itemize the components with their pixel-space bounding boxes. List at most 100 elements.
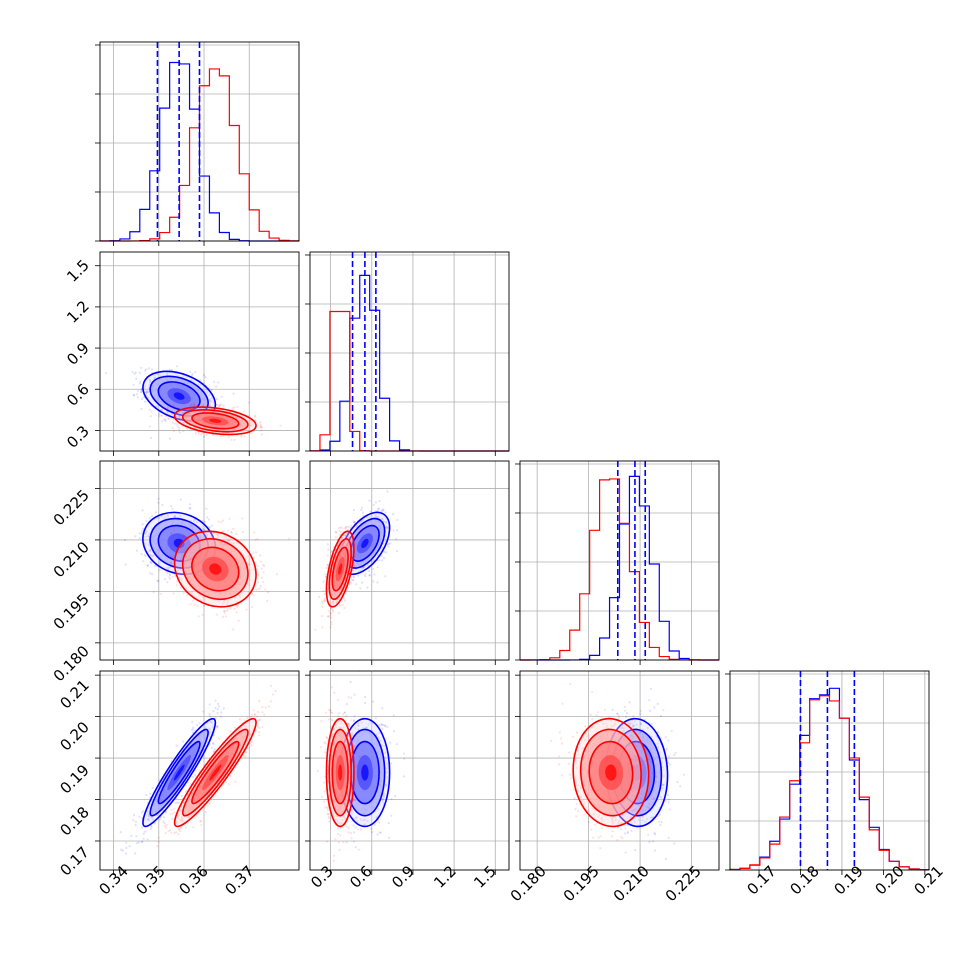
scatter-point <box>201 519 204 522</box>
scatter-point <box>135 377 138 380</box>
scatter-point <box>318 595 321 599</box>
scatter-point <box>206 391 209 395</box>
scatter-point <box>349 528 352 531</box>
scatter-point <box>238 595 241 598</box>
scatter-point <box>202 528 205 531</box>
scatter-point <box>159 374 162 377</box>
scatter-point <box>257 573 260 576</box>
scatter-point <box>140 391 143 394</box>
scatter-point <box>259 560 262 563</box>
scatter-point <box>345 534 348 537</box>
scatter-point <box>145 391 148 394</box>
scatter-point <box>168 413 171 417</box>
scatter-point <box>210 389 213 392</box>
scatter-point <box>241 430 244 433</box>
scatter-point <box>233 438 236 441</box>
scatter-point <box>166 568 169 571</box>
scatter-point <box>214 706 217 710</box>
scatter-point <box>387 542 390 546</box>
scatter-point <box>327 609 330 613</box>
scatter-point <box>181 411 184 414</box>
scatter-point <box>254 414 257 417</box>
scatter-point <box>208 731 211 734</box>
scatter-point <box>257 588 260 591</box>
scatter-point <box>198 722 201 725</box>
scatter-panel-2-1 <box>305 460 510 665</box>
scatter-point <box>236 405 239 408</box>
scatter-point <box>324 573 327 576</box>
scatter-point <box>218 404 221 407</box>
scatter-point <box>207 602 210 605</box>
scatter-point <box>180 418 183 421</box>
scatter-point <box>237 619 240 622</box>
scatter-point <box>200 433 203 437</box>
scatter-point <box>145 390 148 394</box>
scatter-point <box>167 566 171 569</box>
scatter-point <box>196 723 199 726</box>
scatter-point <box>241 530 245 533</box>
scatter-point <box>380 510 383 513</box>
scatter-point <box>149 572 152 575</box>
scatter-point <box>321 602 324 605</box>
scatter-point <box>259 423 262 426</box>
scatter-point <box>223 610 226 613</box>
scatter-point <box>179 498 182 501</box>
scatter-point <box>141 523 144 526</box>
scatter-point <box>162 820 165 823</box>
scatter-point <box>215 725 218 728</box>
scatter-point <box>197 526 201 529</box>
scatter-point <box>125 846 128 849</box>
scatter-point <box>330 623 333 626</box>
scatter-point <box>135 835 138 838</box>
scatter-point <box>139 382 142 385</box>
scatter-point <box>380 559 384 562</box>
scatter-point <box>263 565 266 568</box>
scatter-point <box>152 591 155 594</box>
scatter-point <box>377 508 380 511</box>
scatter-point <box>179 558 183 561</box>
scatter-point <box>256 564 259 567</box>
scatter-point <box>203 529 206 532</box>
scatter-point <box>141 509 144 512</box>
scatter-point <box>322 580 325 583</box>
scatter-point <box>248 578 251 581</box>
scatter-point <box>140 552 143 556</box>
scatter-point <box>156 579 159 582</box>
scatter-point <box>142 396 145 399</box>
panel-body <box>314 490 399 631</box>
scatter-point <box>182 421 185 424</box>
scatter-point <box>146 535 150 538</box>
scatter-point <box>150 410 153 413</box>
scatter-point <box>227 436 230 439</box>
scatter-point <box>142 527 145 530</box>
scatter-point <box>201 613 204 616</box>
scatter-point <box>343 606 346 610</box>
scatter-point <box>256 537 259 541</box>
scatter-point <box>148 425 151 428</box>
scatter-point <box>372 567 375 571</box>
scatter-point <box>156 405 159 408</box>
scatter-point <box>221 519 224 522</box>
scatter-point <box>176 569 179 572</box>
scatter-point <box>153 376 156 379</box>
scatter-point <box>166 513 169 517</box>
scatter-point <box>251 422 254 425</box>
scatter-point <box>334 536 337 539</box>
scatter-point <box>178 431 181 434</box>
scatter-point <box>169 566 172 569</box>
scatter-point <box>146 838 149 841</box>
scatter-point <box>339 526 342 529</box>
scatter-point <box>262 563 265 566</box>
scatter-point <box>387 545 390 548</box>
scatter-point <box>364 574 367 578</box>
scatter-point <box>259 421 262 424</box>
scatter-point <box>140 390 143 393</box>
scatter-point <box>261 426 264 429</box>
scatter-point <box>189 370 192 373</box>
scatter-point <box>232 527 235 531</box>
scatter-point <box>159 414 163 417</box>
scatter-point <box>210 396 213 400</box>
panel-border <box>729 670 930 871</box>
scatter-point <box>143 553 146 556</box>
scatter-point <box>219 403 223 406</box>
